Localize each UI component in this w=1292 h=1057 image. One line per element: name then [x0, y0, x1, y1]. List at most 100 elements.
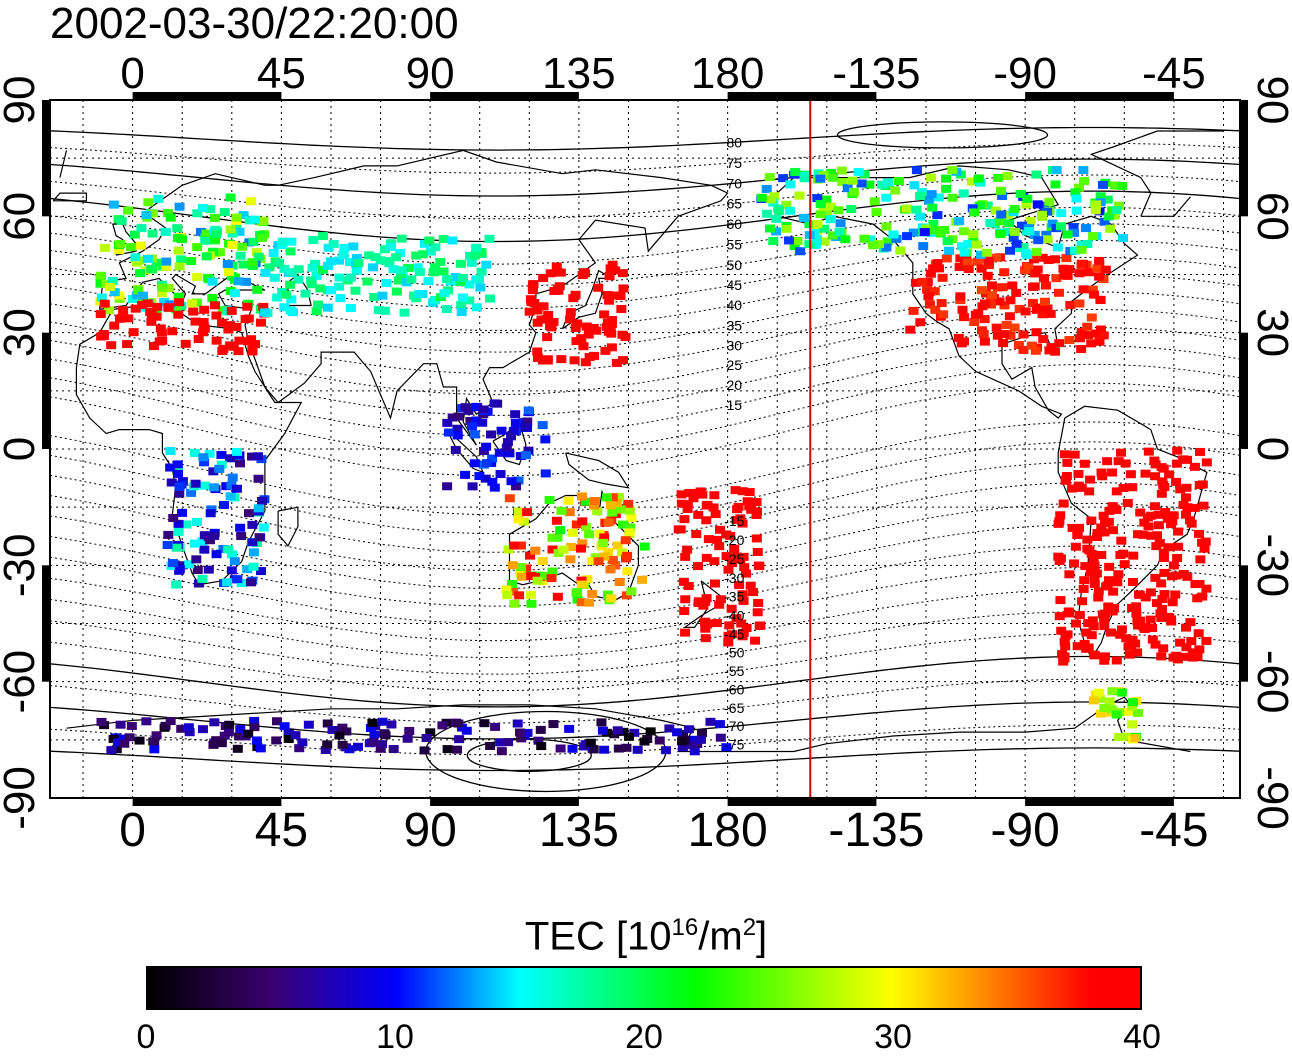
tec-cell: [334, 282, 345, 291]
tec-cell: [836, 166, 847, 175]
magnetic-latitude-label: -70: [724, 718, 744, 734]
tec-cell: [141, 211, 152, 220]
tec-cell: [487, 454, 498, 463]
tec-cell: [588, 745, 599, 754]
tec-cell: [172, 234, 183, 243]
tec-cell: [1086, 516, 1097, 525]
tec-cell: [1153, 521, 1164, 530]
magnetic-pole-oval-north: [836, 121, 1049, 149]
tec-cell: [334, 273, 345, 282]
tec-cell: [578, 268, 589, 277]
tec-cell: [516, 734, 527, 743]
tec-cell: [104, 306, 115, 315]
frame-bar-left: [42, 100, 50, 217]
tec-cell: [890, 186, 901, 195]
magnetic-latitude-label: 55: [726, 236, 742, 252]
tec-cell: [570, 324, 581, 333]
tec-cell: [598, 538, 609, 547]
frame-bar-bottom: [430, 798, 579, 806]
tec-cell: [223, 325, 234, 334]
tec-cell: [616, 304, 627, 313]
tec-cell: [208, 740, 219, 749]
tec-cell: [571, 520, 582, 529]
tec-cell: [530, 546, 541, 555]
tec-cell: [584, 598, 595, 607]
tec-cell: [999, 301, 1010, 310]
tec-cell: [192, 517, 203, 526]
tec-cell: [1153, 510, 1164, 519]
tec-cell: [225, 225, 236, 234]
tec-cell: [911, 166, 922, 175]
tec-cell: [1194, 579, 1205, 588]
tec-cell: [692, 562, 703, 571]
tec-cell: [1152, 531, 1163, 540]
tec-cell: [1094, 272, 1105, 281]
tec-cell: [323, 243, 334, 252]
tec-cell: [983, 256, 994, 265]
tec-cell: [794, 191, 805, 200]
tec-cell: [1056, 209, 1067, 218]
tec-cell: [700, 624, 711, 633]
tec-cell: [558, 545, 569, 554]
tec-cell: [1199, 544, 1210, 553]
tec-cell: [673, 525, 684, 534]
tec-cell: [1015, 189, 1026, 198]
tec-cell: [538, 274, 549, 283]
tec-cell: [602, 290, 613, 299]
tec-cell: [930, 305, 941, 314]
tec-cell: [556, 506, 567, 515]
tec-cell: [1112, 578, 1123, 587]
tec-cell: [955, 254, 966, 263]
right-lat-tick-label: -30: [1248, 534, 1292, 598]
tec-cell: [163, 303, 174, 312]
tec-cell: [471, 303, 482, 312]
tec-cell: [476, 248, 487, 257]
tec-cell: [1099, 528, 1110, 537]
tec-cell: [173, 527, 184, 536]
tec-cell: [490, 722, 501, 731]
tec-cell: [1095, 296, 1106, 305]
tec-cell: [165, 446, 176, 455]
tec-cell: [160, 721, 171, 730]
tec-cell: [1120, 459, 1131, 468]
tec-cell: [629, 728, 640, 737]
tec-cell: [1058, 657, 1069, 666]
tec-cell: [918, 242, 929, 251]
tec-cell: [587, 589, 598, 598]
tec-cell: [991, 253, 1002, 262]
tec-cell: [1013, 340, 1024, 349]
tec-cell: [147, 209, 158, 218]
tec-cell: [1151, 599, 1162, 608]
tec-cell: [1009, 323, 1020, 332]
frame-bar-top: [132, 92, 282, 100]
tec-cell: [197, 203, 208, 212]
tec-cell: [199, 305, 210, 314]
tec-cell: [1093, 587, 1104, 596]
tec-cell: [678, 577, 689, 586]
tec-cell: [925, 269, 936, 278]
tec-cell: [891, 234, 902, 243]
tec-cell: [157, 283, 168, 292]
tec-cell: [151, 731, 162, 740]
tec-cell: [578, 342, 589, 351]
tec-cell: [609, 730, 620, 739]
tec-cell: [1045, 309, 1056, 318]
tec-cell: [705, 717, 716, 726]
tec-cell: [450, 272, 461, 281]
tec-cell: [955, 292, 966, 301]
tec-cell: [439, 289, 450, 298]
tec-cell: [108, 200, 119, 209]
tec-cell: [1150, 640, 1161, 649]
tec-cell: [1076, 245, 1087, 254]
magnetic-latitude-label: -30: [724, 570, 744, 586]
tec-cell: [1101, 582, 1112, 591]
tec-cell: [1158, 553, 1169, 562]
tec-cell: [938, 310, 949, 319]
tec-cell: [151, 258, 162, 267]
tec-cell: [501, 443, 512, 452]
tec-cell: [737, 519, 748, 528]
tec-cell: [929, 287, 940, 296]
tec-cell: [1094, 688, 1105, 697]
tec-cell: [232, 575, 243, 584]
tec-cell: [251, 736, 262, 745]
